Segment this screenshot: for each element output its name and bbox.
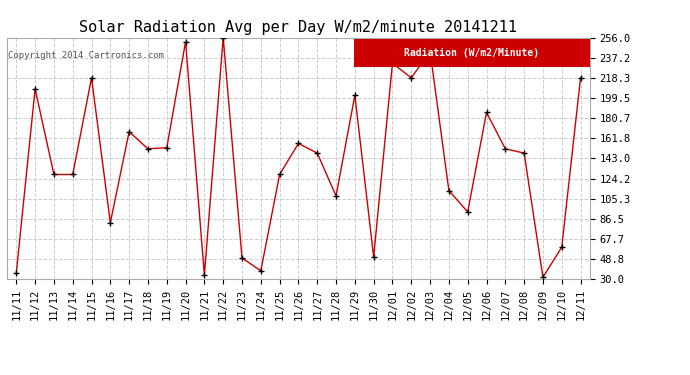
Text: Copyright 2014 Cartronics.com: Copyright 2014 Cartronics.com	[8, 51, 164, 60]
Title: Solar Radiation Avg per Day W/m2/minute 20141211: Solar Radiation Avg per Day W/m2/minute …	[79, 20, 518, 35]
